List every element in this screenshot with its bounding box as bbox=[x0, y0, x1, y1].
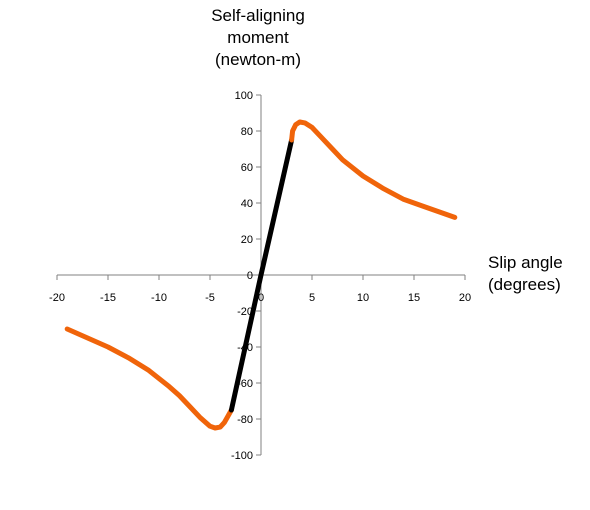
plot-series bbox=[64, 119, 458, 431]
y-tick-label: 20 bbox=[241, 234, 253, 246]
series-line-2 bbox=[228, 137, 295, 413]
y-tick-label: 0 bbox=[247, 270, 253, 282]
tick-labels: -20 -15 -10 -5 0 5 10 15 20 -100 -80 -60 -40 -20 0 20 40… bbox=[49, 90, 471, 462]
y-axis-title: Self-aligning moment (newton-m) bbox=[211, 6, 305, 69]
y-tick-label: 100 bbox=[235, 90, 253, 102]
x-tick-label: 20 bbox=[459, 292, 471, 304]
x-tick-label: -20 bbox=[49, 292, 65, 304]
x-axis-title: Slip angle (degrees) bbox=[488, 253, 563, 294]
x-tick-label: -15 bbox=[100, 292, 116, 304]
y-tick-label: -40 bbox=[237, 342, 253, 354]
y-tick-label: 80 bbox=[241, 126, 253, 138]
y-tick-label: 60 bbox=[241, 162, 253, 174]
y-tick-label: 40 bbox=[241, 198, 253, 210]
y-tick-label: -80 bbox=[237, 414, 253, 426]
x-tick-label: 0 bbox=[258, 292, 264, 304]
y-tick-label: -60 bbox=[237, 378, 253, 390]
x-tick-label: 10 bbox=[357, 292, 369, 304]
y-tick-label: -20 bbox=[237, 306, 253, 318]
x-axis-title-line-2: (degrees) bbox=[488, 275, 561, 294]
series-line-3 bbox=[289, 119, 458, 220]
y-tick-label: -100 bbox=[231, 450, 253, 462]
y-axis-title-line-3: (newton-m) bbox=[215, 50, 301, 69]
y-axis-title-line-2: moment bbox=[227, 28, 289, 47]
x-tick-label: 15 bbox=[408, 292, 420, 304]
x-tick-label: -5 bbox=[205, 292, 215, 304]
y-axis-title-line-1: Self-aligning bbox=[211, 6, 305, 25]
x-axis-title-line-1: Slip angle bbox=[488, 253, 563, 272]
x-tick-label: 5 bbox=[309, 292, 315, 304]
x-tick-label: -10 bbox=[151, 292, 167, 304]
series-line-1 bbox=[64, 326, 234, 431]
